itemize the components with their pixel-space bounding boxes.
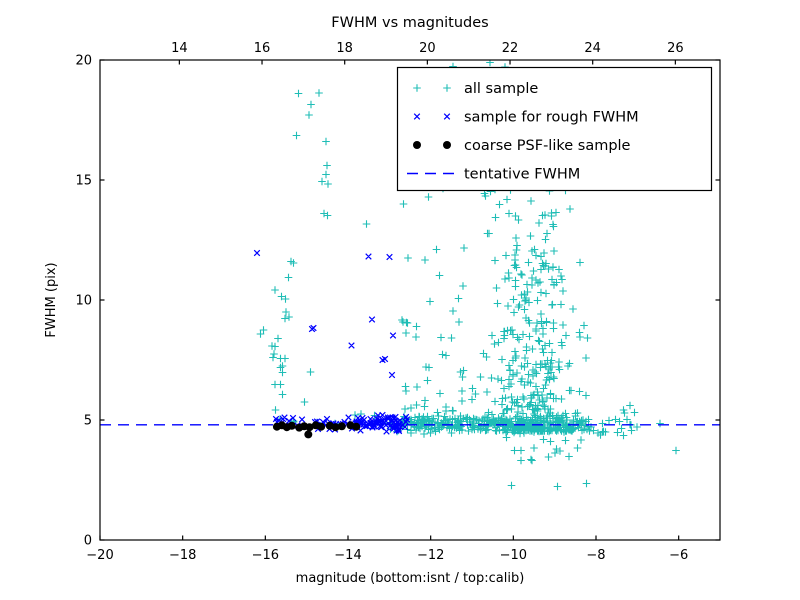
y-tick-label: 5 [84,414,92,429]
x-bottom-tick-label: −12 [417,548,444,563]
x-top-tick-label: 24 [584,41,601,56]
legend-label: tentative FWHM [464,167,580,183]
x-bottom-tick-label: −6 [669,548,688,563]
psf-sample-point [331,423,340,432]
x-bottom-tick-label: −8 [586,548,605,563]
data-series [100,60,720,491]
chart-title: FWHM vs magnitudes [331,15,488,31]
coarse-psf-like-sample-points [272,421,361,439]
x-top-tick-label: 20 [419,41,436,56]
x-top-tick-label: 22 [502,41,519,56]
legend-entry-tentative-fwhm: tentative FWHM [407,167,580,183]
legend-plus-swatch [413,84,451,92]
legend-entry-coarse-psf-like-sample: coarse PSF-like sample [413,138,631,154]
y-tick-label: 20 [75,54,92,69]
y-tick-label: 10 [75,294,92,309]
psf-sample-point [305,423,314,432]
y-tick-label: 15 [75,174,92,189]
legend-label: sample for rough FWHM [464,110,639,126]
psf-sample-point [287,421,296,430]
axis-ticks: −20 −18 −16 −14 −12 −10 −8 −6 14 16 18 20 22 24 26 0 5 10… [75,41,720,563]
x-bottom-tick-label: −10 [500,548,527,563]
x-axis-label: magnitude (bottom:isnt / top:calib) [296,571,525,586]
psf-sample-point [317,422,326,431]
plot-border [99,59,721,541]
x-bottom-tick-label: −16 [252,548,279,563]
x-top-tick-label: 14 [171,41,188,56]
legend-entry-sample-for-rough-fwhm: sample for rough FWHM [413,110,639,126]
legend-dot-swatch [413,141,421,149]
legend-entry-all-sample: all sample [413,81,538,97]
x-bottom-tick-label: −20 [86,548,113,563]
psf-sample-point [352,422,361,431]
legend-label: coarse PSF-like sample [464,138,631,154]
psf-sample-point [304,430,313,439]
legend-x-swatch [413,113,451,120]
x-top-tick-label: 16 [254,41,271,56]
x-bottom-tick-label: −18 [169,548,196,563]
legend: all sample sample for rough FWHM coarse PS… [396,66,713,192]
x-top-tick-label: 26 [667,41,684,56]
x-bottom-tick-label: −14 [334,548,361,563]
psf-sample-point [337,422,346,431]
legend-dot-swatch [443,141,451,149]
y-axis-label: FWHM (pix) [44,262,59,337]
legend-label: all sample [464,81,538,97]
y-tick-label: 0 [84,534,92,549]
all-sample-points [256,60,680,491]
x-top-tick-label: 18 [336,41,353,56]
